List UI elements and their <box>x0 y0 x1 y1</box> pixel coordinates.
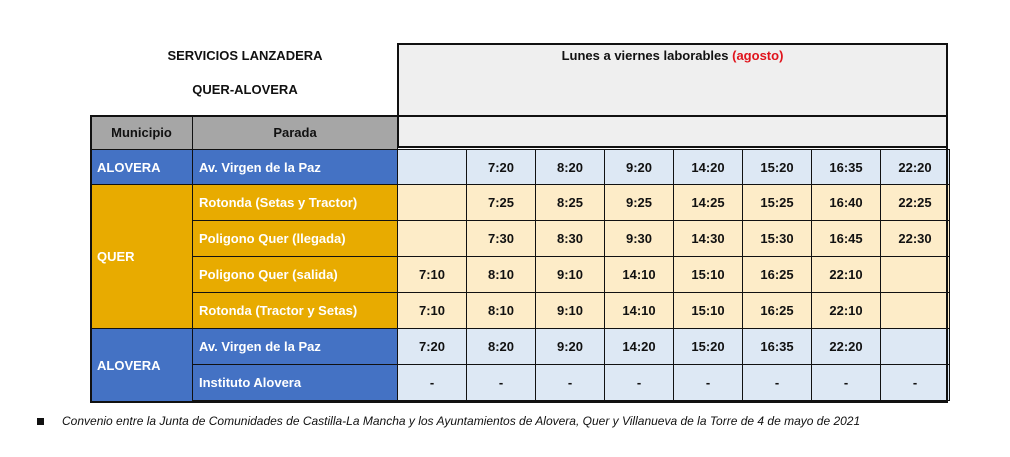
time-cell: 22:10 <box>811 256 881 293</box>
time-cell: - <box>466 364 536 401</box>
time-cell: 22:30 <box>880 220 950 257</box>
time-cell: 8:10 <box>466 256 536 293</box>
time-cell: 7:25 <box>466 184 536 221</box>
time-cell: 9:25 <box>604 184 674 221</box>
time-cell: - <box>673 364 743 401</box>
time-cell: 22:20 <box>811 328 881 365</box>
municipality-quer: QUER <box>90 184 193 329</box>
time-cell: 7:10 <box>397 292 467 329</box>
stop-name: Av. Virgen de la Paz <box>192 149 398 186</box>
time-cell: 15:20 <box>742 149 812 186</box>
time-cell: 7:10 <box>397 256 467 293</box>
time-cell: 7:20 <box>466 149 536 186</box>
time-cell: 9:20 <box>604 149 674 186</box>
time-cell: 14:20 <box>604 328 674 365</box>
schedule-header-highlight: (agosto) <box>732 48 784 63</box>
municipality-alovera-bottom: ALOVERA <box>90 328 193 403</box>
time-cell: 16:45 <box>811 220 881 257</box>
time-cell: - <box>811 364 881 401</box>
time-cell: 22:10 <box>811 292 881 329</box>
time-cell: 8:25 <box>535 184 605 221</box>
stop-name: Rotonda (Tractor y Setas) <box>192 292 398 329</box>
time-cell: - <box>742 364 812 401</box>
time-cell: 9:30 <box>604 220 674 257</box>
time-cell <box>397 184 467 221</box>
time-cell: 15:30 <box>742 220 812 257</box>
title-line-2: QUER-ALOVERA <box>192 82 298 97</box>
time-cell: 16:40 <box>811 184 881 221</box>
stop-name: Av. Virgen de la Paz <box>192 328 398 365</box>
schedule-header-box <box>397 43 948 148</box>
municipality-alovera-top: ALOVERA <box>90 149 193 185</box>
time-cell: 15:10 <box>673 292 743 329</box>
time-cell: 22:20 <box>880 149 950 186</box>
schedule-header-main: Lunes a viernes laborables <box>561 48 729 63</box>
column-header-municipio: Municipio <box>90 115 193 150</box>
time-cell: 15:25 <box>742 184 812 221</box>
footnote-bullet <box>37 418 44 425</box>
time-cell: 8:20 <box>535 149 605 186</box>
time-cell <box>397 220 467 257</box>
title-line-1: SERVICIOS LANZADERA <box>167 48 323 63</box>
time-cell: 8:10 <box>466 292 536 329</box>
time-cell: 14:10 <box>604 256 674 293</box>
time-cell <box>880 328 950 365</box>
time-cell: - <box>397 364 467 401</box>
stop-name: Poligono Quer (llegada) <box>192 220 398 257</box>
time-cell: - <box>880 364 950 401</box>
column-header-parada: Parada <box>192 115 398 150</box>
time-cell: 9:10 <box>535 292 605 329</box>
time-cell: 14:10 <box>604 292 674 329</box>
stop-name: Poligono Quer (salida) <box>192 256 398 293</box>
time-cell: 9:20 <box>535 328 605 365</box>
time-cell <box>397 149 467 186</box>
time-cell: 16:35 <box>742 328 812 365</box>
time-cell: 14:25 <box>673 184 743 221</box>
time-cell: 9:10 <box>535 256 605 293</box>
time-cell: 16:25 <box>742 256 812 293</box>
time-cell: 16:25 <box>742 292 812 329</box>
time-cell: - <box>535 364 605 401</box>
time-cell: 16:35 <box>811 149 881 186</box>
time-cell: 15:10 <box>673 256 743 293</box>
stop-name: Rotonda (Setas y Tractor) <box>192 184 398 221</box>
time-cell: 14:20 <box>673 149 743 186</box>
time-cell <box>880 256 950 293</box>
footnote: Convenio entre la Junta de Comunidades d… <box>62 414 861 428</box>
time-cell: 15:20 <box>673 328 743 365</box>
time-cell: 8:30 <box>535 220 605 257</box>
time-cell <box>880 292 950 329</box>
stop-name: Instituto Alovera <box>192 364 398 401</box>
time-cell: - <box>604 364 674 401</box>
time-cell: 8:20 <box>466 328 536 365</box>
time-cell: 7:20 <box>397 328 467 365</box>
time-cell: 14:30 <box>673 220 743 257</box>
time-cell: 7:30 <box>466 220 536 257</box>
schedule-header: Lunes a viernes laborables (agosto) <box>397 48 948 63</box>
time-cell: 22:25 <box>880 184 950 221</box>
